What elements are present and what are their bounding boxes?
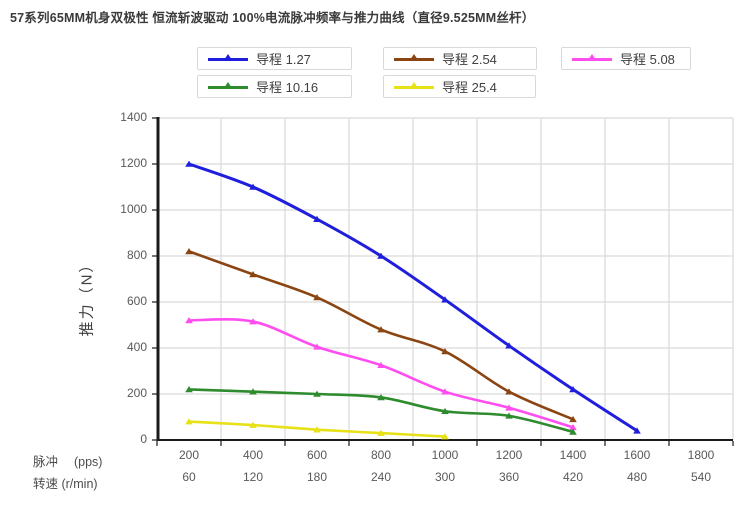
x-tick-label-pps: 800 — [370, 448, 392, 462]
series-marker-4 — [249, 421, 257, 428]
series-marker-1 — [249, 271, 257, 278]
x-tick-label-pps: 600 — [306, 448, 328, 462]
series-marker-2 — [249, 318, 257, 325]
series-marker-3 — [185, 386, 193, 393]
x-axis-secondary-label: 转速 (r/min) — [33, 477, 98, 491]
legend-line-swatch — [394, 53, 434, 64]
series-marker-4 — [185, 418, 193, 425]
x-tick-label-pps: 1600 — [623, 448, 651, 462]
x-tick-label-pps: 1400 — [559, 448, 587, 462]
x-tick-label-rpm: 540 — [690, 470, 712, 484]
series-marker-1 — [313, 294, 321, 301]
series-marker-0 — [249, 183, 257, 190]
legend-label: 导程 2.54 — [442, 52, 497, 67]
series-marker-2 — [441, 388, 449, 395]
x-tick-label-pps: 1000 — [431, 448, 459, 462]
x-tick-label-pps: 400 — [242, 448, 264, 462]
series-marker-1 — [377, 326, 385, 333]
x-tick-label-rpm: 240 — [370, 470, 392, 484]
series-marker-4 — [377, 429, 385, 436]
series-marker-1 — [505, 388, 513, 395]
series-line-0 — [187, 162, 639, 433]
y-tick-label: 800 — [126, 248, 147, 262]
series-marker-1 — [185, 248, 193, 255]
x-tick-label-rpm: 180 — [306, 470, 328, 484]
legend-item-lead-25-4: 导程 25.4 — [383, 75, 536, 98]
series-marker-0 — [633, 427, 641, 434]
x-tick-label-pps: 200 — [178, 448, 200, 462]
series-marker-0 — [569, 386, 577, 393]
legend-line-swatch — [572, 53, 612, 64]
y-tick-label: 600 — [126, 294, 147, 308]
y-tick-label: 400 — [126, 340, 147, 354]
x-tick-label-pps: 1800 — [687, 448, 715, 462]
series-marker-2 — [505, 404, 513, 411]
legend-line-swatch — [208, 53, 248, 64]
y-tick-label: 1000 — [120, 202, 147, 216]
legend-item-lead-5-08: 导程 5.08 — [561, 47, 691, 70]
series-marker-2 — [185, 317, 193, 324]
series-marker-4 — [313, 426, 321, 433]
legend-line-swatch — [394, 81, 434, 92]
y-axis-title: 推力（N） — [78, 255, 96, 337]
x-tick-label-rpm: 300 — [434, 470, 456, 484]
legend-line-swatch — [208, 81, 248, 92]
x-tick-label-pps: 1200 — [495, 448, 523, 462]
x-tick-label-rpm: 120 — [242, 470, 264, 484]
chart-title: 57系列65MM机身双极性 恒流斩波驱动 100%电流脉冲频率与推力曲线（直径9… — [10, 11, 535, 25]
series-marker-3 — [249, 388, 257, 395]
x-tick-label-rpm: 480 — [626, 470, 648, 484]
series-marker-2 — [377, 361, 385, 369]
series-marker-0 — [185, 160, 193, 167]
legend-label: 导程 10.16 — [256, 80, 319, 95]
legend-label: 导程 1.27 — [256, 52, 311, 67]
series-marker-0 — [313, 215, 321, 222]
legend-item-lead-1-27: 导程 1.27 — [197, 47, 352, 70]
series-line-2 — [187, 318, 575, 429]
triangle-marker-icon — [224, 81, 232, 88]
legend-label: 导程 25.4 — [442, 80, 497, 95]
series-marker-3 — [441, 407, 449, 415]
series-marker-4 — [441, 433, 449, 440]
series-marker-2 — [313, 343, 321, 350]
series-marker-0 — [377, 252, 385, 259]
legend-label: 导程 5.08 — [620, 52, 675, 67]
triangle-marker-icon — [410, 81, 418, 88]
y-tick-label: 1400 — [120, 110, 147, 124]
x-tick-label-rpm: 420 — [562, 470, 584, 484]
series-marker-1 — [569, 415, 577, 423]
x-tick-label-rpm: 60 — [182, 470, 196, 484]
y-tick-label: 0 — [140, 432, 147, 446]
triangle-marker-icon — [224, 53, 232, 60]
series-marker-1 — [441, 348, 449, 355]
y-tick-label: 1200 — [120, 156, 147, 170]
triangle-marker-icon — [588, 53, 596, 60]
legend-item-lead-2-54: 导程 2.54 — [383, 47, 537, 70]
series-marker-3 — [569, 428, 577, 435]
x-tick-label-rpm: 360 — [498, 470, 520, 484]
y-tick-label: 200 — [126, 386, 147, 400]
series-marker-3 — [377, 394, 385, 401]
series-marker-0 — [441, 296, 449, 303]
legend-item-lead-10-16: 导程 10.16 — [197, 75, 352, 98]
series-marker-2 — [569, 423, 577, 431]
series-marker-3 — [313, 390, 321, 397]
series-marker-3 — [505, 412, 513, 419]
plot-area — [152, 117, 734, 446]
x-axis-primary-label: 脉冲 (pps) — [33, 455, 103, 469]
triangle-marker-icon — [410, 53, 418, 60]
series-marker-0 — [505, 342, 513, 349]
